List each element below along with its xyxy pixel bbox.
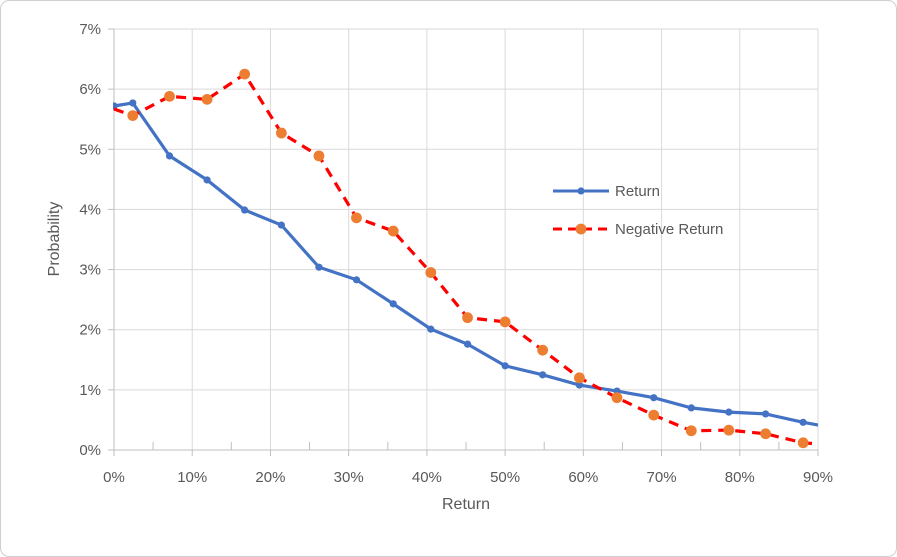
negative-return-data-marker (239, 68, 251, 80)
y-tick-label: 2% (79, 322, 101, 339)
negative-return-data-marker (574, 372, 585, 384)
return-data-marker (650, 394, 658, 402)
negative-return-data-marker (201, 93, 213, 105)
negative-return-data-marker (387, 225, 399, 237)
negative-return-data-marker (835, 440, 846, 451)
y-tick-label: 1% (79, 382, 101, 399)
return-data-marker (277, 221, 285, 229)
legend-label-negative-return: Negative Return (615, 220, 724, 238)
negative-return-data-marker (462, 312, 473, 324)
return-data-marker (241, 206, 249, 214)
legend: Return Negative Return (552, 182, 724, 238)
negative-return-data-marker (685, 425, 697, 437)
return-data-marker (389, 300, 397, 308)
x-tick-label: 90% (803, 469, 833, 486)
return-data-marker (837, 425, 844, 432)
y-tick-label: 5% (79, 141, 101, 158)
x-tick-label: 10% (177, 469, 207, 486)
return-data-marker (352, 276, 361, 284)
negative-return-data-marker (164, 90, 175, 102)
return-data-marker (539, 371, 547, 379)
return-data-marker (501, 362, 509, 370)
x-tick-label: 20% (255, 469, 285, 486)
return-data-marker (129, 99, 137, 107)
return-data-marker (687, 404, 695, 412)
negative-return-data-marker (351, 212, 362, 224)
negative-return-legend-sample (553, 223, 609, 235)
x-tick-label: 40% (412, 469, 442, 486)
return-legend-sample (553, 187, 609, 195)
return-data-marker (203, 176, 211, 184)
negative-return-data-marker (499, 316, 511, 328)
negative-return-data-marker (611, 392, 623, 404)
x-tick-label: 0% (103, 469, 125, 486)
negative-return-data-marker (723, 424, 735, 436)
x-tick-label: 70% (647, 469, 677, 486)
x-tick-label: 30% (334, 469, 364, 486)
y-tick-label: 7% (79, 21, 101, 38)
x-tick-label: 60% (568, 469, 598, 486)
y-tick-label: 0% (79, 442, 101, 459)
return-data-marker (463, 340, 472, 348)
negative-return-data-marker (760, 428, 771, 440)
return-series-line (113, 101, 818, 427)
x-axis-title: Return (441, 496, 491, 513)
legend-item-return: Return (552, 182, 723, 200)
negative-return-data-marker (797, 437, 809, 449)
return-data-marker (761, 410, 770, 418)
return-data-marker (113, 102, 118, 110)
return-data-marker (575, 381, 584, 389)
negative-return-data-marker (537, 344, 549, 356)
negative-return-data-marker (127, 110, 139, 122)
y-tick-label: 4% (79, 201, 101, 218)
x-tick-label: 80% (725, 469, 755, 486)
negative-return-data-marker (648, 409, 660, 421)
x-tick-label: 50% (490, 469, 520, 486)
return-data-marker (315, 263, 323, 271)
return-data-marker (427, 325, 435, 333)
return-data-marker (725, 408, 733, 416)
legend-item-negative-return: Negative Return (552, 220, 724, 238)
negative-return-data-marker (425, 267, 437, 278)
y-axis-title: Probability (46, 201, 63, 277)
return-data-marker (799, 418, 807, 426)
negative-return-data-marker (275, 127, 287, 139)
return-data-marker (165, 152, 174, 160)
y-tick-label: 6% (79, 81, 101, 98)
negative-return-data-marker (313, 150, 325, 162)
legend-label-return: Return (615, 182, 661, 200)
y-tick-label: 3% (79, 262, 101, 279)
